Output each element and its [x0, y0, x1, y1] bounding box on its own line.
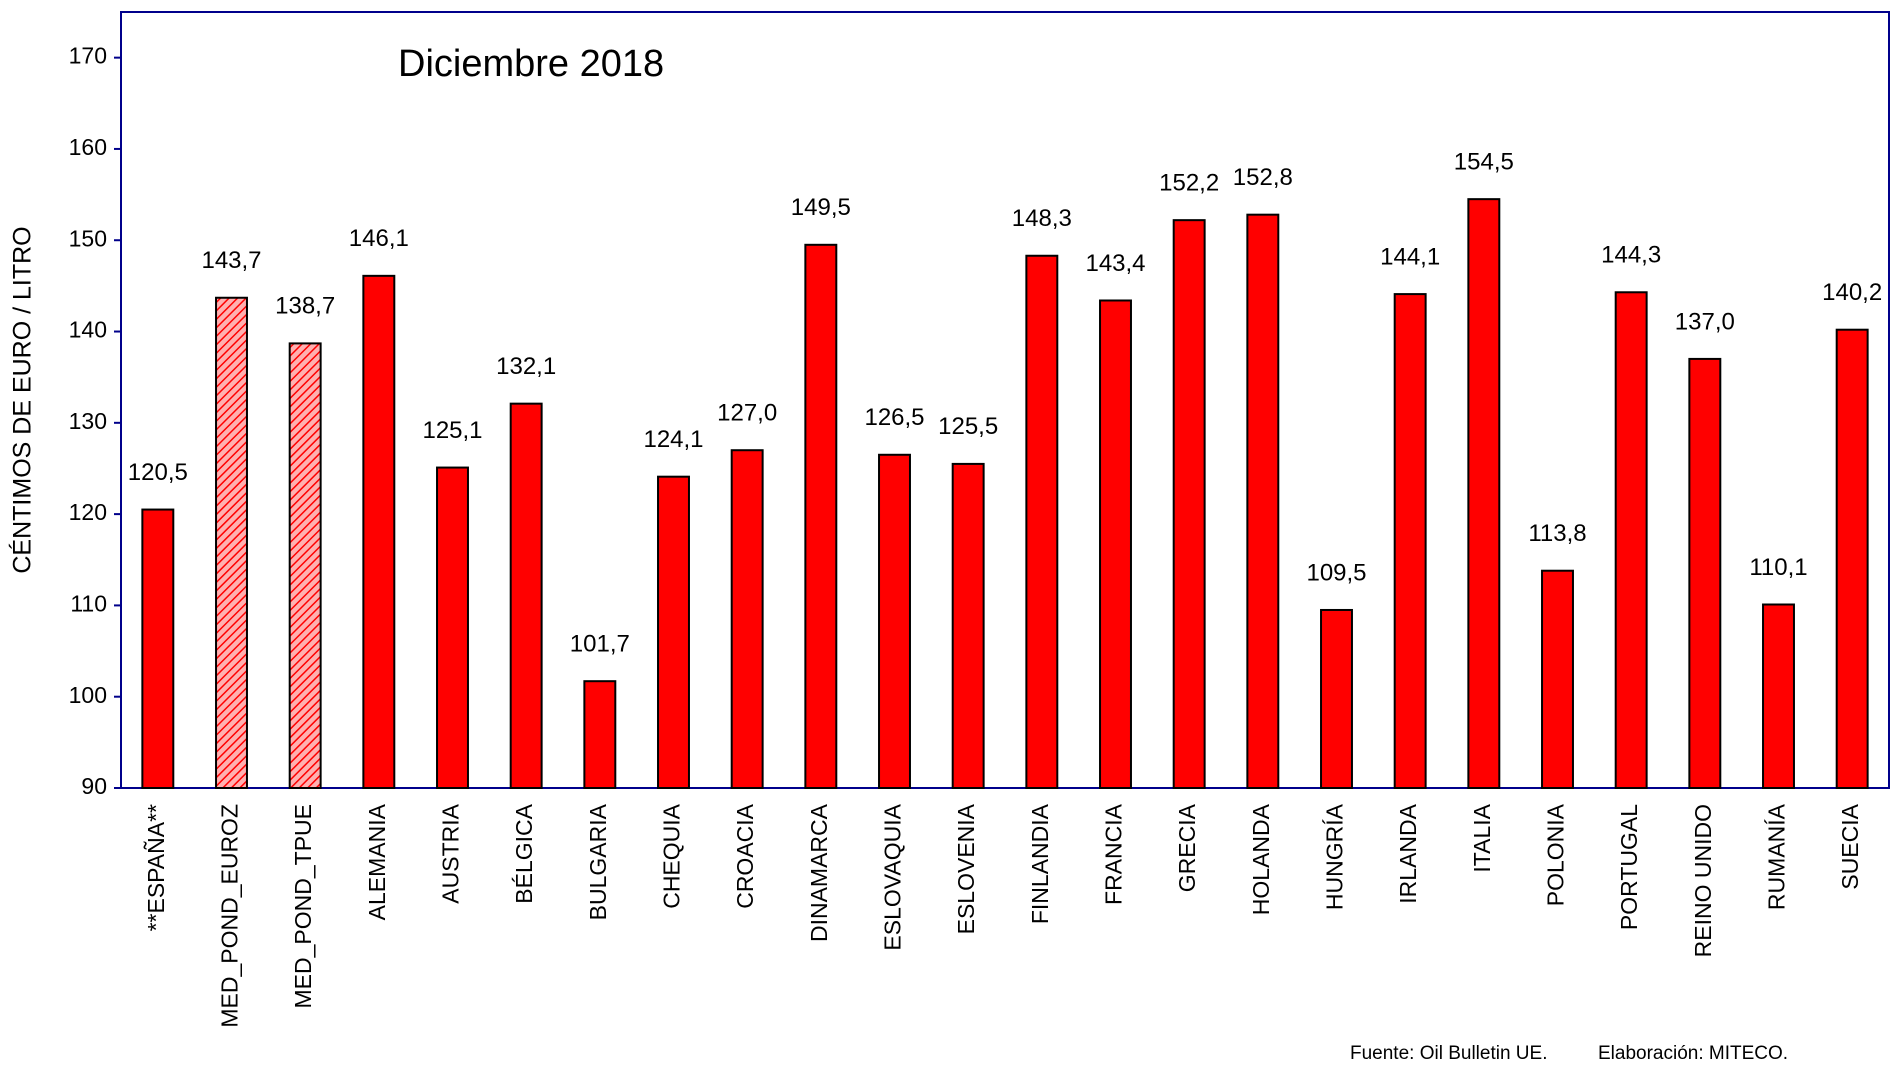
x-tick-label: IRLANDA [1395, 803, 1421, 903]
x-tick-label: RUMANÍA [1764, 803, 1790, 910]
bar [951, 462, 985, 789]
bar [657, 475, 690, 789]
x-tick-label: ESLOVAQUIA [880, 803, 906, 950]
value-label: 143,4 [1085, 250, 1145, 277]
x-tick-label: FRANCIA [1101, 803, 1127, 905]
y-tick-label: 130 [69, 408, 107, 434]
value-label: 148,3 [1012, 205, 1072, 232]
value-label: 149,5 [791, 194, 851, 221]
y-axis-label: CÉNTIMOS DE EURO / LITRO [8, 226, 37, 573]
plot-frame [120, 11, 1890, 789]
y-tick-label: 120 [69, 499, 107, 525]
bar [804, 243, 838, 790]
value-label: 144,3 [1601, 242, 1661, 269]
bar [878, 453, 911, 789]
y-tick-label: 150 [69, 225, 107, 251]
bar [730, 449, 764, 789]
bar [1025, 254, 1059, 789]
value-label: 137,0 [1675, 308, 1735, 335]
bar [1762, 603, 1795, 790]
x-tick-label: MED_POND_TPUE [290, 804, 316, 1008]
x-tick-label: BÉLGICA [511, 803, 537, 903]
value-label: 124,1 [643, 426, 703, 453]
y-tick-label: 110 [70, 590, 107, 616]
x-tick-label: PORTUGAL [1616, 804, 1642, 930]
bar [1246, 213, 1280, 790]
y-tick-label: 140 [69, 317, 107, 343]
credit-note: Elaboración: MITECO. [1598, 1043, 1788, 1064]
bar [1688, 357, 1722, 789]
x-tick-label: SUECIA [1837, 803, 1863, 889]
value-label: 143,7 [201, 247, 261, 274]
value-label: 101,7 [570, 631, 630, 658]
x-tick-label: ESLOVENIA [953, 803, 979, 934]
x-tick-label: MED_POND_EUROZ [217, 804, 243, 1028]
x-tick-label: HUNGRÍA [1322, 803, 1348, 910]
value-label: 127,0 [717, 400, 777, 427]
value-label: 144,1 [1380, 243, 1440, 270]
bar [141, 508, 175, 789]
bar [1393, 293, 1427, 789]
value-label: 109,5 [1306, 559, 1366, 586]
y-tick-label: 100 [69, 682, 107, 708]
y-tick-label: 160 [69, 134, 107, 160]
bar [362, 274, 396, 789]
x-tick-label: DINAMARCA [806, 803, 832, 942]
value-label: 154,5 [1454, 148, 1514, 175]
x-tick-label: HOLANDA [1248, 803, 1274, 915]
y-tick-label: 170 [69, 43, 107, 69]
bar [1099, 299, 1132, 789]
value-label: 146,1 [349, 225, 409, 252]
bar [583, 680, 617, 789]
bar [1172, 219, 1206, 790]
value-label: 125,1 [422, 417, 482, 444]
x-tick-label: GRECIA [1174, 803, 1200, 892]
x-tick-label: AUSTRIA [438, 803, 464, 903]
value-label: 126,5 [864, 404, 924, 431]
x-tick-label: CROACIA [732, 803, 758, 908]
x-tick-label: REINO UNIDO [1690, 804, 1716, 957]
bar [1614, 291, 1648, 789]
chart-title: Diciembre 2018 [398, 43, 664, 85]
x-tick-label: FINLANDIA [1027, 803, 1053, 924]
x-tick-label: ITALIA [1469, 803, 1495, 872]
x-tick-label: POLONIA [1543, 803, 1569, 906]
value-label: 132,1 [496, 353, 556, 380]
x-tick-label: BULGARIA [585, 803, 611, 920]
bar [1467, 198, 1501, 789]
bar [288, 342, 322, 789]
value-label: 113,8 [1528, 520, 1586, 547]
bar [436, 466, 469, 789]
x-tick-label: **ESPAÑA** [143, 804, 169, 931]
bar [1541, 569, 1574, 789]
value-label: 140,2 [1822, 279, 1882, 306]
value-label: 110,1 [1749, 554, 1807, 581]
source-note: Fuente: Oil Bulletin UE. [1350, 1043, 1547, 1064]
x-tick-label: CHEQUIA [659, 803, 685, 908]
bar [1320, 608, 1353, 789]
value-label: 125,5 [938, 413, 998, 440]
value-label: 138,7 [275, 293, 335, 320]
value-label: 152,2 [1159, 169, 1219, 196]
bar [1835, 328, 1869, 789]
bar [215, 296, 248, 789]
y-tick-label: 90 [81, 773, 107, 799]
value-label: 120,5 [128, 459, 188, 486]
x-tick-label: ALEMANIA [364, 803, 390, 920]
value-label: 152,8 [1233, 164, 1293, 191]
bar [509, 402, 543, 789]
